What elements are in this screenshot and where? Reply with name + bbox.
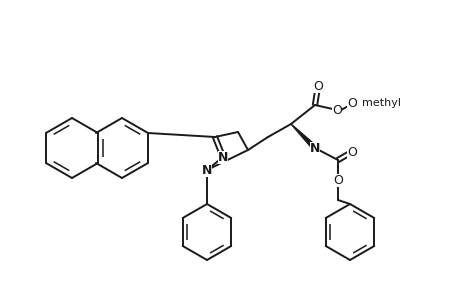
- Polygon shape: [291, 124, 316, 150]
- Text: O: O: [332, 173, 342, 187]
- Text: O: O: [346, 146, 356, 158]
- Text: O: O: [313, 80, 322, 92]
- Text: O: O: [346, 97, 356, 110]
- Text: N: N: [202, 164, 212, 176]
- Text: methyl: methyl: [361, 98, 400, 108]
- Text: O: O: [331, 103, 341, 116]
- Text: N: N: [218, 151, 228, 164]
- Text: N: N: [309, 142, 319, 154]
